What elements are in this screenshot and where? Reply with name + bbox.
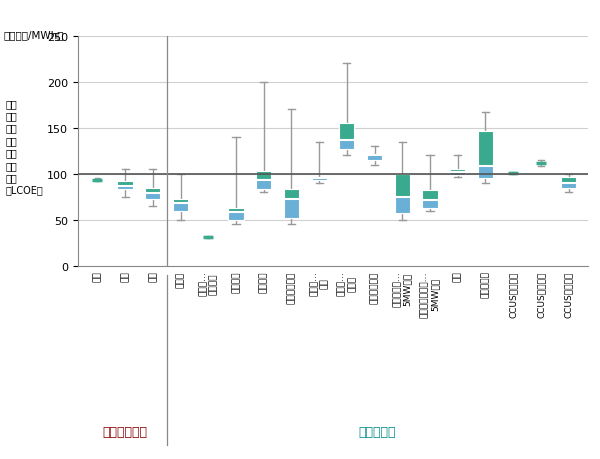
Bar bbox=[478, 131, 493, 179]
Bar bbox=[256, 172, 271, 181]
Bar bbox=[561, 184, 576, 188]
Text: 太陽光…
商用: 太陽光… 商用 bbox=[310, 271, 329, 296]
Text: 褐炭: 褐炭 bbox=[93, 271, 102, 281]
Bar bbox=[229, 208, 244, 213]
Text: 原子力: 原子力 bbox=[176, 271, 185, 287]
Bar bbox=[229, 208, 244, 220]
Text: バイオマス: バイオマス bbox=[481, 271, 490, 297]
Bar bbox=[367, 156, 382, 161]
Bar bbox=[450, 170, 466, 175]
Bar bbox=[395, 197, 410, 214]
Text: 太陽光…
住宅用: 太陽光… 住宅用 bbox=[337, 271, 356, 296]
Bar bbox=[311, 179, 327, 181]
Text: ダム式水力…
5MW以上: ダム式水力… 5MW以上 bbox=[392, 271, 412, 307]
Bar bbox=[284, 199, 299, 218]
Text: 流れ込み式水力…
5MW以上: 流れ込み式水力… 5MW以上 bbox=[421, 271, 440, 317]
Text: （米ドル/MWh）: （米ドル/MWh） bbox=[3, 30, 64, 40]
Text: 石炭: 石炭 bbox=[121, 271, 130, 281]
Bar bbox=[478, 167, 493, 179]
Bar bbox=[561, 177, 576, 188]
Bar bbox=[395, 174, 410, 214]
Text: メガソーラー: メガソーラー bbox=[287, 271, 296, 303]
Bar bbox=[284, 190, 299, 218]
Bar bbox=[145, 188, 160, 199]
Bar bbox=[118, 186, 133, 190]
Bar bbox=[422, 191, 437, 208]
Bar bbox=[311, 177, 327, 179]
Bar bbox=[395, 174, 410, 197]
Bar bbox=[422, 191, 437, 200]
Bar bbox=[118, 182, 133, 190]
Text: 標準
耐用
年間
均等
化発
電コ
スト
（LCOE）: 標準 耐用 年間 均等 化発 電コ スト （LCOE） bbox=[6, 99, 44, 195]
Bar bbox=[118, 182, 133, 186]
Bar bbox=[145, 194, 160, 199]
Bar bbox=[145, 188, 160, 194]
Text: CCUS付きガス: CCUS付きガス bbox=[564, 271, 573, 317]
Bar bbox=[284, 190, 299, 199]
Bar bbox=[311, 177, 327, 181]
Bar bbox=[173, 199, 188, 204]
Bar bbox=[450, 173, 466, 175]
Text: ガス: ガス bbox=[148, 271, 157, 281]
Bar bbox=[367, 154, 382, 161]
Bar bbox=[339, 124, 355, 140]
Bar bbox=[367, 154, 382, 156]
Bar bbox=[422, 200, 437, 208]
Text: 集光型太陽熱: 集光型太陽熱 bbox=[370, 271, 379, 303]
Text: 陸上風力: 陸上風力 bbox=[232, 271, 241, 292]
Bar bbox=[173, 204, 188, 211]
Text: 地熱: 地熱 bbox=[453, 271, 462, 281]
Text: 化石燃料電源: 化石燃料電源 bbox=[103, 425, 148, 438]
Bar bbox=[229, 213, 244, 220]
Text: 原子力…
長期運転: 原子力… 長期運転 bbox=[199, 271, 218, 296]
Bar bbox=[339, 140, 355, 150]
Text: CCUS付き褐炭: CCUS付き褐炭 bbox=[509, 271, 518, 317]
Text: 洋上風力: 洋上風力 bbox=[259, 271, 268, 292]
Text: CCUS付き石炭: CCUS付き石炭 bbox=[536, 271, 545, 317]
Bar bbox=[478, 131, 493, 167]
Bar bbox=[339, 124, 355, 150]
Bar bbox=[450, 170, 466, 173]
Text: 低炭素電源: 低炭素電源 bbox=[359, 425, 396, 438]
Bar bbox=[256, 172, 271, 189]
Bar bbox=[173, 199, 188, 211]
Bar bbox=[256, 181, 271, 189]
Bar bbox=[561, 177, 576, 184]
